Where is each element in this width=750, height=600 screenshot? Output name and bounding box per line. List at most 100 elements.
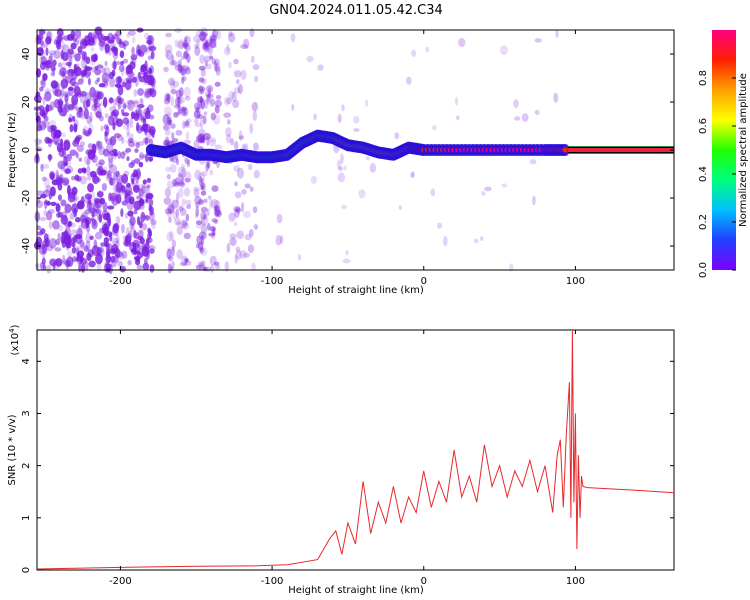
spectrogram-noise-blob <box>111 244 119 253</box>
spectrogram-noise-blob <box>48 138 54 144</box>
spectrogram-noise-blob <box>103 237 110 244</box>
spectrogram-noise-blob <box>38 29 46 35</box>
spectrogram-noise-blob <box>232 99 240 109</box>
spectrogram-noise-blob <box>131 221 135 231</box>
y-tick-label: 3 <box>21 410 32 416</box>
spectrogram-noise-blob <box>176 249 183 260</box>
spectrogram-noise-blob <box>165 94 171 100</box>
spectrogram-noise-blob <box>72 197 77 203</box>
spectrogram-noise-blob <box>116 177 120 186</box>
spectrogram-noise-blob <box>123 42 127 50</box>
spectrogram-noise-blob <box>137 140 145 147</box>
spectrogram-noise-blob <box>509 263 514 272</box>
spectrogram-noise-blob <box>146 177 152 183</box>
spectrogram-noise-blob <box>310 175 317 185</box>
spectrogram-noise-blob <box>214 144 222 150</box>
spectrogram-noise-blob <box>66 153 72 162</box>
spectrogram-noise-blob <box>186 203 192 210</box>
spectrogram-noise-blob <box>214 264 221 270</box>
spectrogram-noise-blob <box>98 34 106 46</box>
spectrogram-noise-blob <box>130 111 135 120</box>
spectrogram-noise-blob <box>184 36 188 42</box>
spectrogram-noise-blob <box>198 31 207 41</box>
spectrogram-noise-blob <box>138 154 147 159</box>
spectrogram-noise-blob <box>77 224 83 236</box>
spectrogram-noise-blob <box>210 199 219 209</box>
spectrogram-noise-blob <box>174 39 179 48</box>
spectrogram-noise-blob <box>68 117 73 123</box>
x-tick-label: -100 <box>261 576 284 587</box>
spectrogram-noise-blob <box>74 136 81 142</box>
spectrogram-noise-blob <box>95 253 103 265</box>
spectrogram-noise-blob <box>62 147 67 159</box>
spectrogram-noise-blob <box>108 97 115 104</box>
spectrogram-noise-blob <box>140 211 146 223</box>
spectrogram-noise-blob <box>136 113 144 121</box>
spectrogram-noise-blob <box>184 95 191 101</box>
spectrogram-noise-blob <box>37 231 43 236</box>
spectrogram-noise-blob <box>425 46 430 53</box>
spectrogram-noise-blob <box>108 72 115 80</box>
spectrogram-noise-blob <box>79 93 86 104</box>
spectrogram-noise-blob <box>181 198 186 206</box>
spectrogram-noise-blob <box>521 113 529 122</box>
spectrogram-noise-blob <box>107 39 115 44</box>
spectrogram-noise-blob <box>84 198 92 204</box>
spectrogram-noise-blob <box>169 203 175 214</box>
spectrogram-noise-blob <box>86 200 92 211</box>
spectrogram-noise-blob <box>89 111 93 123</box>
spectrogram-noise-blob <box>61 211 68 222</box>
spectrogram-noise-blob <box>172 80 180 88</box>
spectrogram-noise-blob <box>180 55 184 61</box>
spectrogram-noise-blob <box>206 161 211 169</box>
spectrogram-noise-blob <box>200 211 206 221</box>
spectrogram-noise-blob <box>43 115 50 122</box>
spectrogram-noise-blob <box>136 106 141 116</box>
spectrogram-noise-blob <box>203 55 212 63</box>
spectrogram-noise-blob <box>113 60 117 71</box>
spectrogram-noise-blob <box>172 211 178 220</box>
spectrogram-noise-blob <box>290 33 296 43</box>
spectrogram-noise-blob <box>214 99 223 108</box>
spectrogram-noise-blob <box>276 214 283 224</box>
spectrogram-noise-blob <box>171 199 179 209</box>
spectrogram-noise-blob <box>80 71 85 78</box>
spectrogram-noise-blob <box>44 88 52 95</box>
spectrogram-noise-blob <box>117 260 123 267</box>
spectrogram-noise-blob <box>228 32 236 43</box>
spectrogram-noise-blob <box>103 242 110 248</box>
spectrogram-noise-blob <box>39 139 43 145</box>
spectrogram-noise-blob <box>65 75 73 84</box>
spectrogram-noise-blob <box>45 36 52 45</box>
spectrogram-noise-blob <box>64 225 71 235</box>
snr-plot-area <box>36 329 675 571</box>
spectrogram-noise-blob <box>169 59 177 66</box>
spectrogram-noise-blob <box>85 232 91 244</box>
spectrogram-noise-blob <box>121 81 126 88</box>
chart-title: GN04.2024.011.05.42.C34 <box>269 3 443 18</box>
spectrogram-noise-blob <box>213 58 220 66</box>
spectrogram-noise-blob <box>194 45 201 57</box>
spectrogram-noise-blob <box>57 160 66 170</box>
spectrogram-noise-blob <box>137 71 142 79</box>
spectrogram-noise-blob <box>40 78 46 89</box>
spectrogram-noise-blob <box>210 264 215 273</box>
spectrogram-noise-blob <box>107 115 115 126</box>
spectrogram-noise-blob <box>48 153 52 162</box>
spectrogram-noise-blob <box>134 148 139 153</box>
spectrogram-noise-blob <box>41 163 50 169</box>
spectrogram-noise-blob <box>74 217 81 223</box>
spectrogram-noise-blob <box>59 67 67 77</box>
spectrogram-noise-blob <box>119 50 125 58</box>
spectrogram-noise-blob <box>135 122 140 132</box>
spectrogram-noise-blob <box>175 158 180 165</box>
spectrogram-noise-blob <box>101 221 107 229</box>
spectrogram-noise-blob <box>34 138 41 144</box>
spectrogram-noise-blob <box>139 237 145 245</box>
spectrogram-noise-blob <box>275 235 282 246</box>
spectrogram-noise-blob <box>109 164 117 174</box>
spectrogram-noise-blob <box>213 219 219 224</box>
spectrogram-noise-blob <box>43 200 51 205</box>
